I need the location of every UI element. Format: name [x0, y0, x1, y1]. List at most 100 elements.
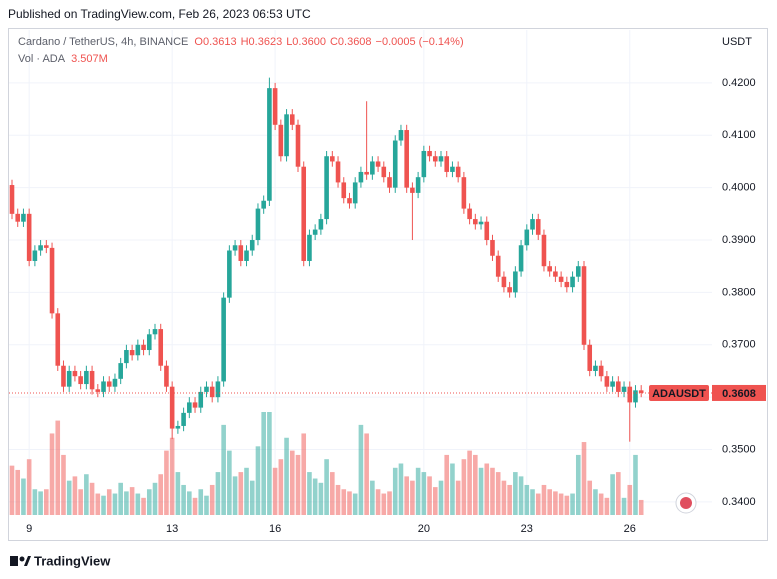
volume-bar	[490, 467, 495, 515]
candle-body	[610, 381, 615, 387]
volume-bar	[89, 482, 95, 515]
candle-body	[581, 266, 587, 345]
candle-body	[427, 150, 432, 157]
candle-body	[146, 334, 152, 351]
volume-bar	[261, 412, 266, 515]
volume-bar	[272, 467, 278, 515]
volume-bar	[84, 474, 89, 515]
candle-body	[249, 240, 255, 251]
candle-body	[89, 370, 95, 390]
volume-bar	[495, 472, 501, 515]
volume-bar	[101, 495, 106, 515]
volume-bar	[633, 454, 638, 515]
candle-body	[541, 234, 547, 267]
candle-body	[227, 250, 232, 298]
candle-body	[432, 156, 438, 162]
volume-bar	[204, 495, 209, 515]
candle-body	[181, 412, 186, 426]
candle-body	[627, 386, 633, 403]
volume-bar	[478, 467, 484, 515]
volume-bar	[112, 493, 118, 515]
legend-symbol: Cardano / TetherUS, 4h, BINANCE	[18, 36, 188, 48]
volume-bar	[341, 489, 347, 515]
volume-bar	[410, 480, 415, 515]
candle-body	[564, 281, 570, 288]
candle-body	[318, 219, 324, 230]
candle-body	[261, 200, 266, 209]
candle-body	[524, 229, 530, 246]
candle-body	[289, 114, 295, 125]
volume-bar	[387, 491, 392, 515]
volume-bar	[335, 484, 341, 515]
volume-bar	[169, 437, 175, 515]
y-tick-label: 0.3900	[722, 234, 756, 246]
candle-body	[398, 130, 404, 141]
volume-bar	[221, 424, 226, 515]
volume-bar	[181, 484, 186, 515]
candle-body	[535, 219, 541, 235]
chart-frame	[8, 28, 768, 541]
candle-body	[324, 156, 329, 220]
volume-bar	[581, 442, 587, 515]
candle-body	[587, 344, 593, 371]
candle-body	[375, 161, 381, 167]
candle-body	[169, 386, 175, 429]
candle-body	[152, 329, 158, 335]
flag-icon-inner	[680, 497, 692, 509]
candle-body	[272, 88, 278, 125]
candle-body	[101, 381, 106, 392]
candle-body	[547, 266, 552, 272]
volume-bar	[38, 491, 43, 515]
candle-body	[501, 276, 507, 288]
candle-body	[364, 171, 369, 175]
candle-body	[444, 156, 450, 172]
volume-bar	[375, 489, 381, 515]
candle-body	[558, 276, 564, 282]
volume-bar	[330, 472, 335, 515]
volume-bar	[95, 493, 101, 515]
volume-bar	[547, 489, 552, 515]
volume-bar	[249, 480, 255, 515]
volume-bar	[318, 482, 324, 515]
volume-bar	[541, 484, 547, 515]
volume-bar	[513, 472, 518, 515]
volume-bar	[570, 493, 575, 515]
volume-bar	[518, 476, 524, 515]
volume-bar	[604, 497, 610, 515]
volume-bar	[255, 446, 261, 515]
volume-bar	[187, 491, 192, 515]
candle-body	[410, 187, 415, 193]
candle-body	[129, 350, 135, 356]
candle-body	[295, 124, 301, 167]
volume-bar	[587, 480, 593, 515]
candle-body	[26, 213, 32, 261]
volume-bar	[450, 463, 455, 515]
volume-bar	[347, 491, 352, 515]
volume-bar	[473, 454, 478, 515]
volume-bar	[564, 495, 570, 515]
candle-body	[301, 166, 307, 261]
volume-bar	[364, 433, 369, 515]
candle-body	[106, 381, 112, 387]
legend-change: −0.0005 (−0.14%)	[376, 36, 464, 48]
volume-bar	[21, 478, 26, 515]
volume-bar	[312, 478, 318, 515]
volume-bar	[118, 482, 123, 515]
legend: Cardano / TetherUS, 4h, BINANCE O0.3613 H0…	[18, 36, 464, 48]
x-tick-label: 20	[418, 523, 430, 535]
volume-bar	[141, 497, 146, 515]
volume-title: Vol · ADA	[18, 53, 66, 65]
candle-body	[330, 156, 335, 162]
candle-body	[415, 177, 421, 193]
legend-open: O0.3613	[194, 36, 236, 48]
volume-bar	[558, 493, 564, 515]
volume-bar	[55, 420, 61, 515]
volume-bar	[215, 472, 221, 515]
volume-bar	[553, 491, 558, 515]
volume-legend: Vol · ADA 3.507M	[18, 53, 108, 65]
candle-body	[221, 297, 226, 382]
candle-body	[638, 390, 644, 393]
y-tick-label: 0.3800	[722, 286, 756, 298]
candle-body	[495, 255, 501, 277]
volume-bar	[370, 480, 375, 515]
